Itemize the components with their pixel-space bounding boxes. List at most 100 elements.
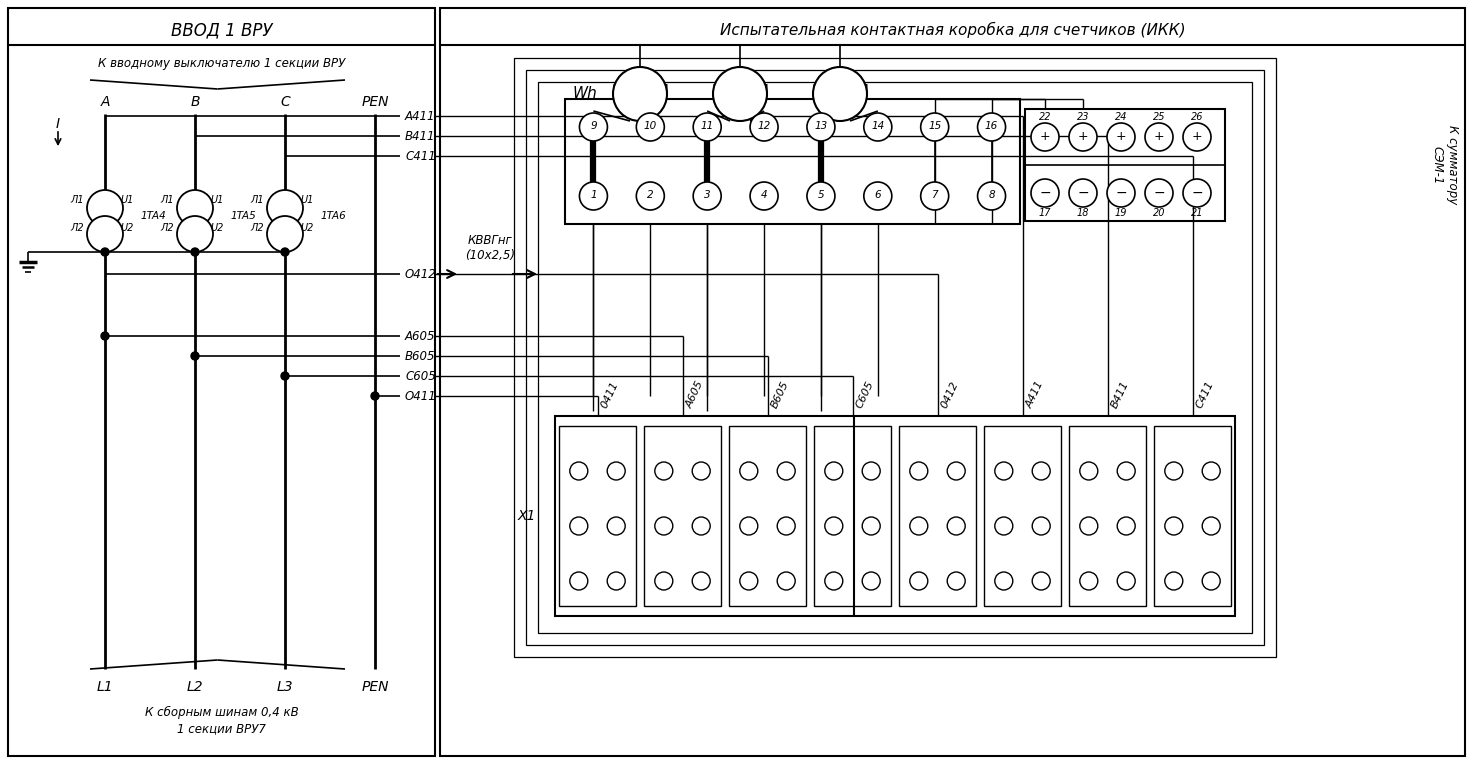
Text: 1TA4: 1TA4 [140, 211, 166, 221]
Circle shape [267, 190, 303, 226]
Circle shape [1165, 462, 1183, 480]
Circle shape [694, 113, 722, 141]
Text: −: − [1115, 186, 1127, 200]
Text: A: A [100, 95, 110, 109]
Text: +: + [1040, 131, 1050, 144]
Text: O412: O412 [405, 267, 437, 280]
Text: Л2: Л2 [71, 223, 84, 233]
Text: A605: A605 [405, 329, 436, 342]
Circle shape [739, 572, 757, 590]
Circle shape [1183, 179, 1211, 207]
Text: ВВОД 1 ВРУ: ВВОД 1 ВРУ [171, 21, 273, 39]
Text: А605: А605 [685, 380, 706, 410]
Circle shape [655, 572, 673, 590]
Text: U1: U1 [300, 195, 314, 205]
Bar [558, 426, 636, 606]
Circle shape [692, 462, 710, 480]
Text: 1TA6: 1TA6 [320, 211, 346, 221]
Circle shape [692, 517, 710, 535]
Text: 0412: 0412 [940, 380, 960, 410]
Bar [1069, 426, 1146, 606]
Text: L1: L1 [97, 680, 113, 694]
Circle shape [191, 352, 199, 360]
Text: B411: B411 [405, 130, 436, 143]
Circle shape [1165, 572, 1183, 590]
Bar [1153, 426, 1231, 606]
Text: 20: 20 [1153, 208, 1165, 218]
Bar [440, 8, 1466, 756]
Text: 7: 7 [931, 190, 938, 200]
Circle shape [177, 190, 214, 226]
Circle shape [607, 462, 625, 480]
Circle shape [1033, 572, 1050, 590]
Bar [538, 82, 1252, 633]
Circle shape [739, 517, 757, 535]
Text: +: + [1153, 131, 1164, 144]
Text: В411: В411 [1109, 380, 1131, 410]
Circle shape [636, 113, 664, 141]
Circle shape [579, 113, 607, 141]
Circle shape [655, 462, 673, 480]
Circle shape [1080, 517, 1097, 535]
Text: +: + [1115, 131, 1127, 144]
Circle shape [570, 517, 588, 535]
Circle shape [910, 462, 928, 480]
Circle shape [910, 572, 928, 590]
Circle shape [177, 216, 214, 252]
Circle shape [713, 67, 767, 121]
Circle shape [750, 113, 778, 141]
Circle shape [102, 332, 109, 340]
Circle shape [1145, 179, 1173, 207]
Bar [899, 426, 977, 606]
Text: U2: U2 [211, 223, 224, 233]
Circle shape [1117, 517, 1136, 535]
Circle shape [807, 113, 835, 141]
Text: Л1: Л1 [161, 195, 174, 205]
Text: U1: U1 [121, 195, 134, 205]
Circle shape [994, 517, 1013, 535]
Circle shape [1108, 179, 1136, 207]
Circle shape [813, 67, 868, 121]
Circle shape [281, 248, 289, 256]
Circle shape [87, 190, 124, 226]
Circle shape [1145, 123, 1173, 151]
Circle shape [281, 372, 289, 380]
Text: 12: 12 [757, 121, 770, 131]
Text: C605: C605 [405, 370, 436, 383]
Text: 1TA5: 1TA5 [230, 211, 256, 221]
Circle shape [994, 572, 1013, 590]
Circle shape [1080, 462, 1097, 480]
Circle shape [694, 182, 722, 210]
Circle shape [739, 462, 757, 480]
Text: 8: 8 [988, 190, 994, 200]
Circle shape [807, 182, 835, 210]
Text: С605: С605 [854, 380, 876, 410]
Text: 3: 3 [704, 190, 710, 200]
Text: −: − [1038, 186, 1050, 200]
Text: 18: 18 [1077, 208, 1089, 218]
Text: −: − [1077, 186, 1089, 200]
Circle shape [636, 182, 664, 210]
Circle shape [1165, 517, 1183, 535]
Circle shape [862, 517, 881, 535]
Bar [526, 70, 1264, 645]
Circle shape [191, 248, 199, 256]
Circle shape [947, 572, 965, 590]
Bar [984, 426, 1061, 606]
Text: U2: U2 [121, 223, 134, 233]
Circle shape [863, 182, 891, 210]
Bar [7, 8, 435, 756]
Circle shape [1069, 123, 1097, 151]
Circle shape [102, 248, 109, 256]
Text: X1: X1 [518, 509, 536, 523]
Circle shape [607, 572, 625, 590]
Circle shape [607, 517, 625, 535]
Text: A411: A411 [405, 109, 436, 122]
Text: 5: 5 [818, 190, 825, 200]
Circle shape [371, 392, 379, 400]
Circle shape [778, 462, 795, 480]
Circle shape [750, 182, 778, 210]
Circle shape [1031, 179, 1059, 207]
Text: 24: 24 [1115, 112, 1127, 122]
Text: 22: 22 [1038, 112, 1052, 122]
